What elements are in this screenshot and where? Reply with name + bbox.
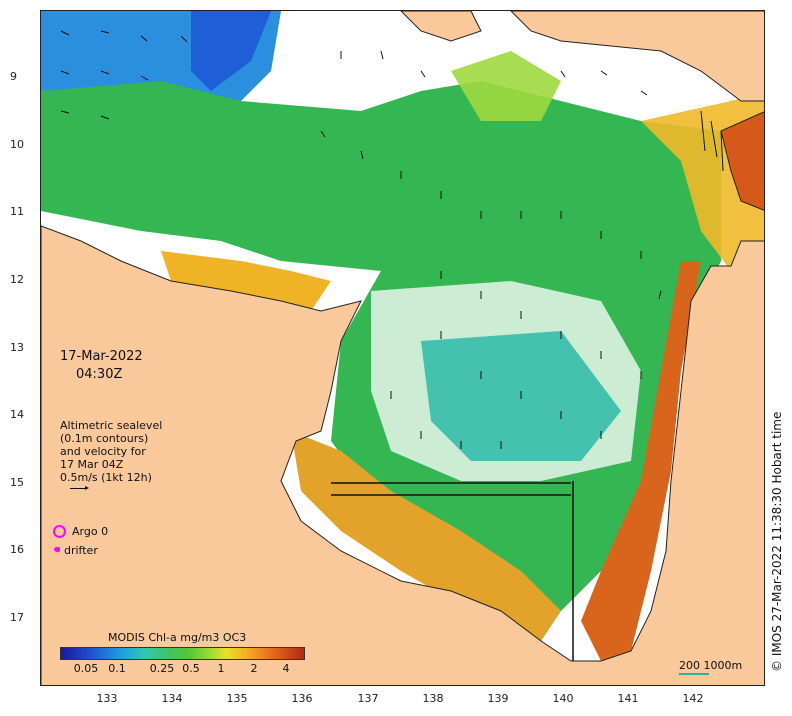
lon-tick-134: 134 (161, 692, 183, 705)
lon-tick-138: 138 (422, 692, 444, 705)
lon-tick-139: 139 (487, 692, 509, 705)
velocity-arrows (60, 30, 724, 661)
altimetry-line: and velocity for (60, 445, 146, 458)
lon-tick-141: 141 (617, 692, 639, 705)
lat-tick-16: 16 (10, 543, 24, 556)
date-label: 17-Mar-2022 (60, 349, 143, 364)
altimetry-line: (0.1m contours) (60, 432, 149, 445)
lon-tick-140: 140 (552, 692, 574, 705)
altimetry-line: 17 Mar 04Z (60, 458, 124, 471)
altimetry-line: 0.5m/s (1kt 12h) (60, 471, 152, 484)
colorbar-tick: 4 (282, 662, 290, 675)
map-canvas (41, 11, 764, 685)
lon-tick-142: 142 (682, 692, 704, 705)
colorbar-tick: 2 (250, 662, 258, 675)
altimetry-legend: Altimetric sealevel (0.1m contours) and … (60, 419, 190, 484)
argo-circle-icon (53, 525, 66, 538)
lon-tick-133: 133 (96, 692, 118, 705)
colorbar-tick: 0.5 (182, 662, 200, 675)
depth-scale-label: 200 1000m (679, 659, 743, 672)
drifter-label: drifter (64, 544, 98, 557)
lon-tick-136: 136 (291, 692, 313, 705)
lat-tick-10: 10 (10, 138, 24, 151)
lat-tick-17: 17 (10, 611, 24, 624)
credit-text: © IMOS 27-Mar-2022 11:38:30 Hobart time (770, 411, 784, 672)
land (41, 11, 764, 685)
chlorophyll-field (41, 11, 764, 685)
colorbar-tick: 0.1 (108, 662, 126, 675)
colorbar-tick: 0.25 (149, 662, 175, 675)
lat-tick-9: 9 (10, 70, 17, 83)
lat-tick-15: 15 (10, 476, 24, 489)
lat-tick-13: 13 (10, 341, 24, 354)
time-label: 04:30Z (76, 367, 123, 382)
velocity-scale-arrow-icon (70, 486, 89, 490)
colorbar-title: MODIS Chl-a mg/m3 OC3 (108, 631, 247, 644)
lon-tick-137: 137 (357, 692, 379, 705)
lon-tick-135: 135 (226, 692, 248, 705)
lat-tick-14: 14 (10, 408, 24, 421)
depth-scale-bar (679, 673, 709, 675)
colorbar-tick: 0.05 (73, 662, 99, 675)
drifter-icon (54, 547, 60, 552)
colorbar-tick: 1 (217, 662, 225, 675)
lat-tick-11: 11 (10, 205, 24, 218)
map-area[interactable] (40, 10, 765, 686)
lat-tick-12: 12 (10, 273, 24, 286)
altimetry-line: Altimetric sealevel (60, 419, 163, 432)
colorbar (60, 647, 305, 660)
argo-label: Argo 0 (72, 525, 109, 538)
